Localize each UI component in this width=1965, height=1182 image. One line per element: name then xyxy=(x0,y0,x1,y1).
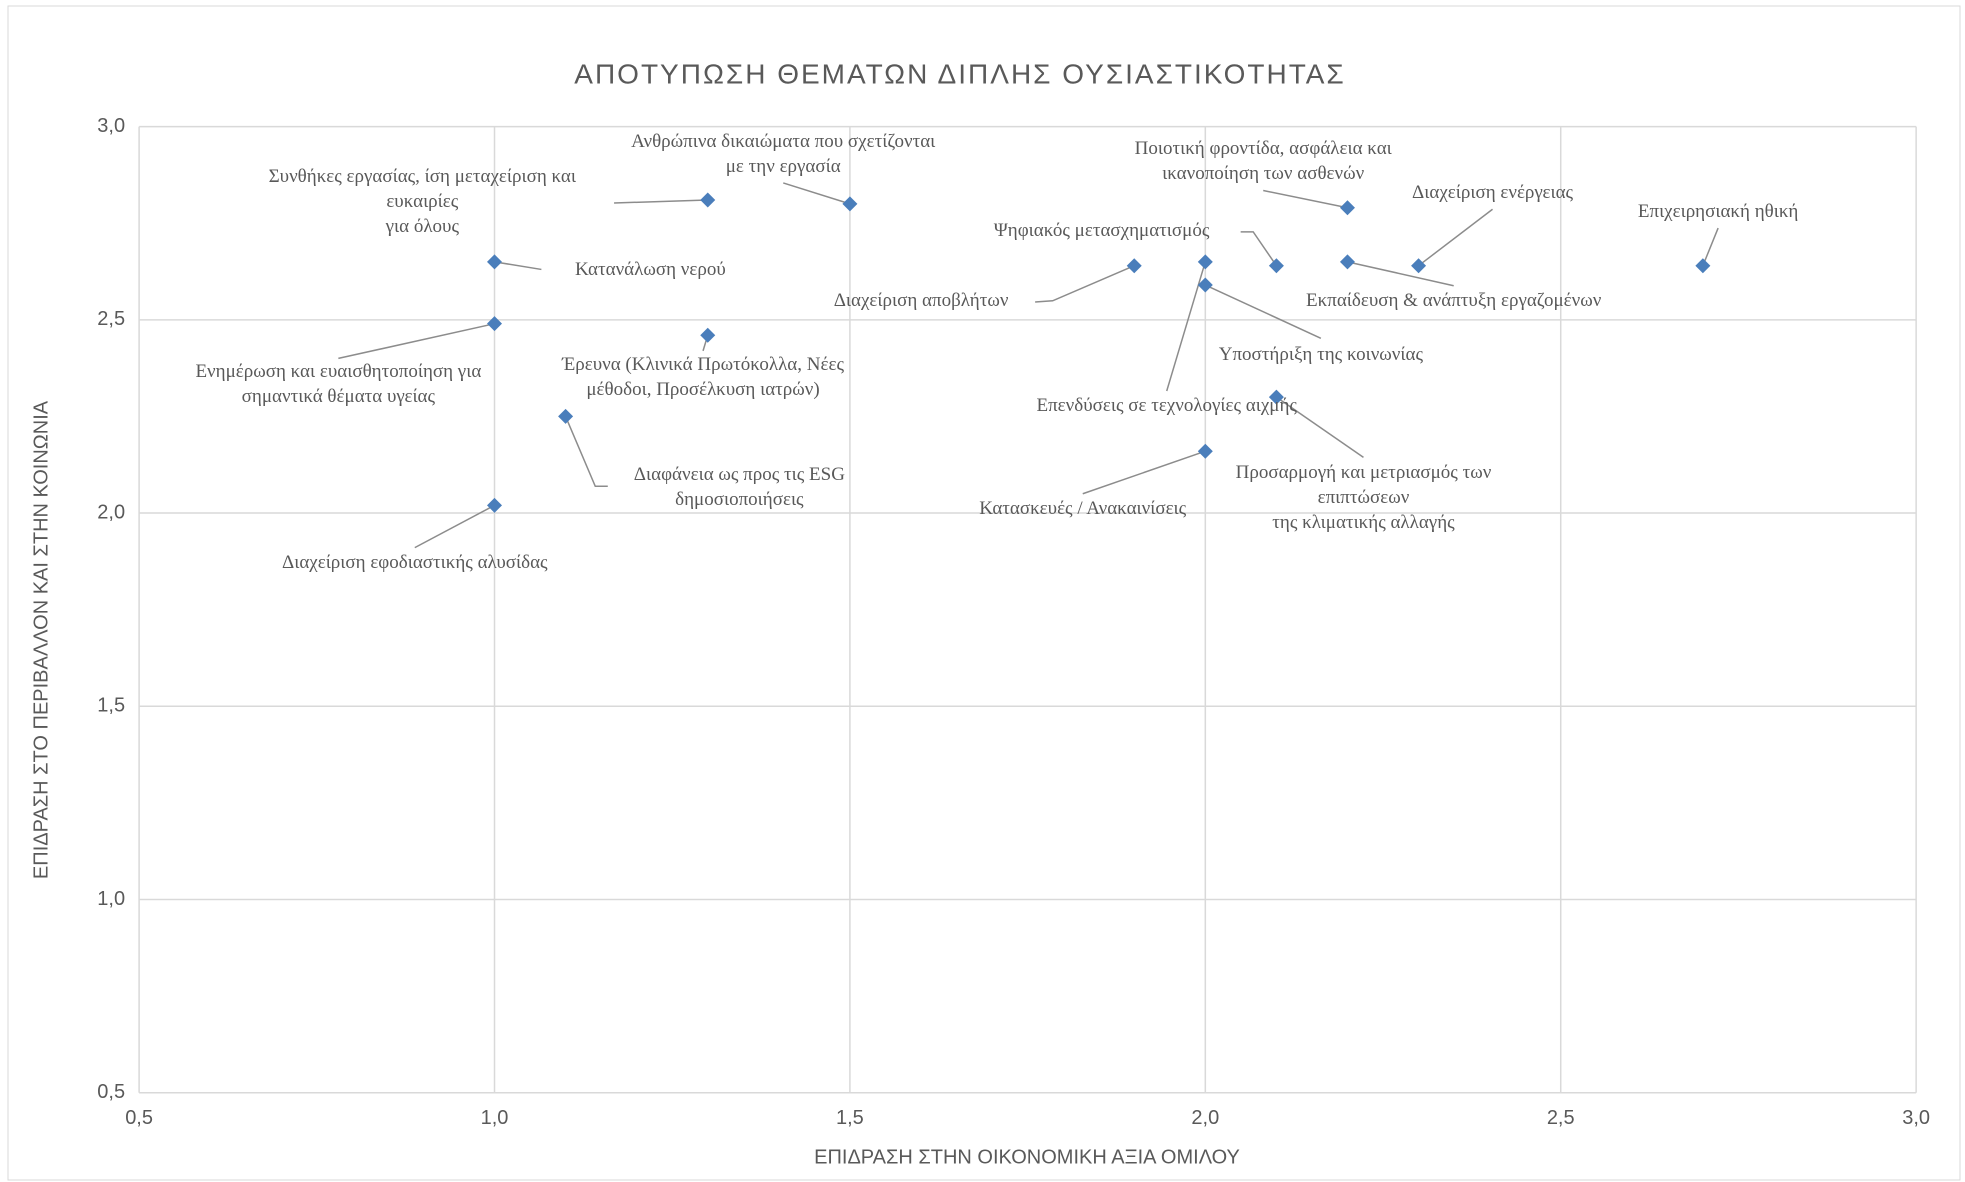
leader-line xyxy=(1035,265,1135,303)
x-tick-label: 2,5 xyxy=(1547,1107,1575,1129)
leader-line xyxy=(494,261,542,271)
x-tick-label: 3,0 xyxy=(1902,1107,1930,1129)
point-label: Ενημέρωση και ευαισθητοποίηση για σημαντ… xyxy=(195,361,482,408)
y-tick-label: 2,5 xyxy=(97,308,125,330)
point xyxy=(1197,443,1213,459)
leader-line xyxy=(1275,396,1364,459)
point xyxy=(487,497,503,513)
point-label: Έρευνα (Κλινικά Πρωτόκολλα, Νέες μέθοδοι… xyxy=(562,353,844,400)
point-label: Κατανάλωση νερού xyxy=(575,258,726,280)
point xyxy=(1339,200,1355,216)
x-tick-label: 1,5 xyxy=(836,1107,864,1129)
leader-line xyxy=(1702,227,1719,266)
point xyxy=(1411,258,1427,274)
chart-title: ΑΠΟΤΥΠΩΣΗ ΘΕΜΑΤΩΝ ΔΙΠΛΗΣ ΟΥΣΙΑΣΤΙΚΟΤΗΤΑΣ xyxy=(574,58,1345,89)
point xyxy=(1339,254,1355,270)
point-label: Ψηφιακός μετασχηματισμός xyxy=(993,219,1210,241)
y-tick-label: 2,0 xyxy=(97,501,125,523)
point-label: Διαχείριση εφοδιαστικής αλυσίδας xyxy=(282,551,548,573)
leader-line xyxy=(1166,261,1207,392)
leader-line xyxy=(1418,208,1494,267)
y-tick-label: 1,5 xyxy=(97,695,125,717)
leader-line xyxy=(1240,231,1278,267)
point-label: Διαφάνεια ως προς τις ESG δημοσιοποιήσει… xyxy=(633,464,845,511)
point-label: Συνθήκες εργασίας, ίση μεταχείριση και ε… xyxy=(268,165,577,237)
leader-line xyxy=(1205,284,1322,340)
y-tick-label: 0,5 xyxy=(97,1081,125,1103)
point xyxy=(487,316,503,332)
point-label: Εκπαίδευση & ανάπτυξη εργαζομένων xyxy=(1306,289,1602,311)
point xyxy=(1197,277,1213,293)
leader-line xyxy=(414,504,495,549)
point xyxy=(1695,258,1711,274)
point-label: Ανθρώπινα δικαιώματα που σχετίζονται με … xyxy=(631,130,936,177)
leader-line xyxy=(614,199,708,204)
point-label: Διαχείριση αποβλήτων xyxy=(833,289,1009,311)
leader-line xyxy=(1347,261,1454,287)
x-tick-label: 2,0 xyxy=(1191,1107,1219,1129)
point xyxy=(842,196,858,212)
point-label: Προσαρμογή και μετριασμός των επιπτώσεων… xyxy=(1235,461,1492,533)
y-tick-label: 1,0 xyxy=(97,888,125,910)
point-label: Ποιοτική φροντίδα, ασφάλεια και ικανοποί… xyxy=(1134,138,1392,185)
y-tick-label: 3,0 xyxy=(97,115,125,137)
leader-line xyxy=(1263,189,1348,209)
point-label: Υποστήριξη της κοινωνίας xyxy=(1218,343,1423,365)
leader-line xyxy=(564,416,608,487)
y-axis-label: ΕΠΙΔΡΑΣΗ ΣΤΟ ΠΕΡΙΒΑΛΛΟΝ ΚΑΙ ΣΤΗΝ ΚΟΙΝΩΝΙ… xyxy=(30,400,52,879)
point-label: Επενδύσεις σε τεχνολογίες αιχμής xyxy=(1036,395,1297,417)
x-tick-label: 0,5 xyxy=(125,1107,153,1129)
point xyxy=(1268,258,1284,274)
point xyxy=(700,327,716,343)
point-label: Διαχείριση ενέργειας xyxy=(1412,182,1574,204)
point xyxy=(1268,389,1284,405)
point xyxy=(1197,254,1213,270)
point xyxy=(558,408,574,424)
point xyxy=(1126,258,1142,274)
point xyxy=(487,254,503,270)
leader-line xyxy=(783,182,851,205)
point xyxy=(700,192,716,208)
x-tick-label: 1,0 xyxy=(481,1107,509,1129)
chart-border xyxy=(7,5,1961,1181)
leader-line xyxy=(338,322,495,360)
point-label: Κατασκευές / Ανακαινίσεις xyxy=(979,498,1187,520)
leader-line xyxy=(1082,450,1206,495)
x-axis-label: ΕΠΙΔΡΑΣΗ ΣΤΗΝ ΟΙΚΟΝΟΜΙΚΗ ΑΞΙΑ ΟΜΙΛΟΥ xyxy=(814,1146,1240,1168)
point-label: Επιχειρησιακή ηθική xyxy=(1637,201,1799,223)
